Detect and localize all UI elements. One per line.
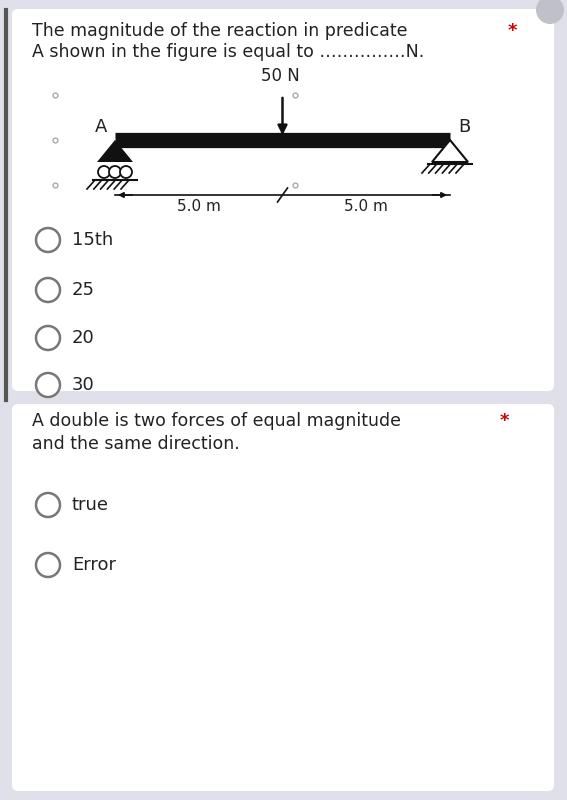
Circle shape xyxy=(536,0,564,24)
Text: 5.0 m: 5.0 m xyxy=(344,199,388,214)
Text: 25: 25 xyxy=(72,281,95,299)
Text: true: true xyxy=(72,496,109,514)
Text: 50 N: 50 N xyxy=(261,67,300,85)
Text: A double is two forces of equal magnitude: A double is two forces of equal magnitud… xyxy=(32,412,401,430)
Text: The magnitude of the reaction in predicate: The magnitude of the reaction in predica… xyxy=(32,22,408,40)
Circle shape xyxy=(109,166,121,178)
Text: 30: 30 xyxy=(72,376,95,394)
Text: *: * xyxy=(508,22,518,40)
FancyBboxPatch shape xyxy=(12,9,554,391)
Text: Error: Error xyxy=(72,556,116,574)
Text: and the same direction.: and the same direction. xyxy=(32,435,240,453)
Circle shape xyxy=(36,326,60,350)
Text: A: A xyxy=(95,118,107,136)
Circle shape xyxy=(36,373,60,397)
Polygon shape xyxy=(432,140,468,162)
Circle shape xyxy=(98,166,110,178)
Circle shape xyxy=(120,166,132,178)
Text: 15th: 15th xyxy=(72,231,113,249)
Circle shape xyxy=(36,228,60,252)
Polygon shape xyxy=(97,140,133,162)
Text: B: B xyxy=(458,118,470,136)
Text: 20: 20 xyxy=(72,329,95,347)
Circle shape xyxy=(36,278,60,302)
FancyBboxPatch shape xyxy=(12,404,554,791)
Circle shape xyxy=(36,553,60,577)
Text: *: * xyxy=(500,412,510,430)
Text: A shown in the figure is equal to ……………N.: A shown in the figure is equal to ……………N… xyxy=(32,43,424,61)
Circle shape xyxy=(36,493,60,517)
Text: 5.0 m: 5.0 m xyxy=(177,199,221,214)
